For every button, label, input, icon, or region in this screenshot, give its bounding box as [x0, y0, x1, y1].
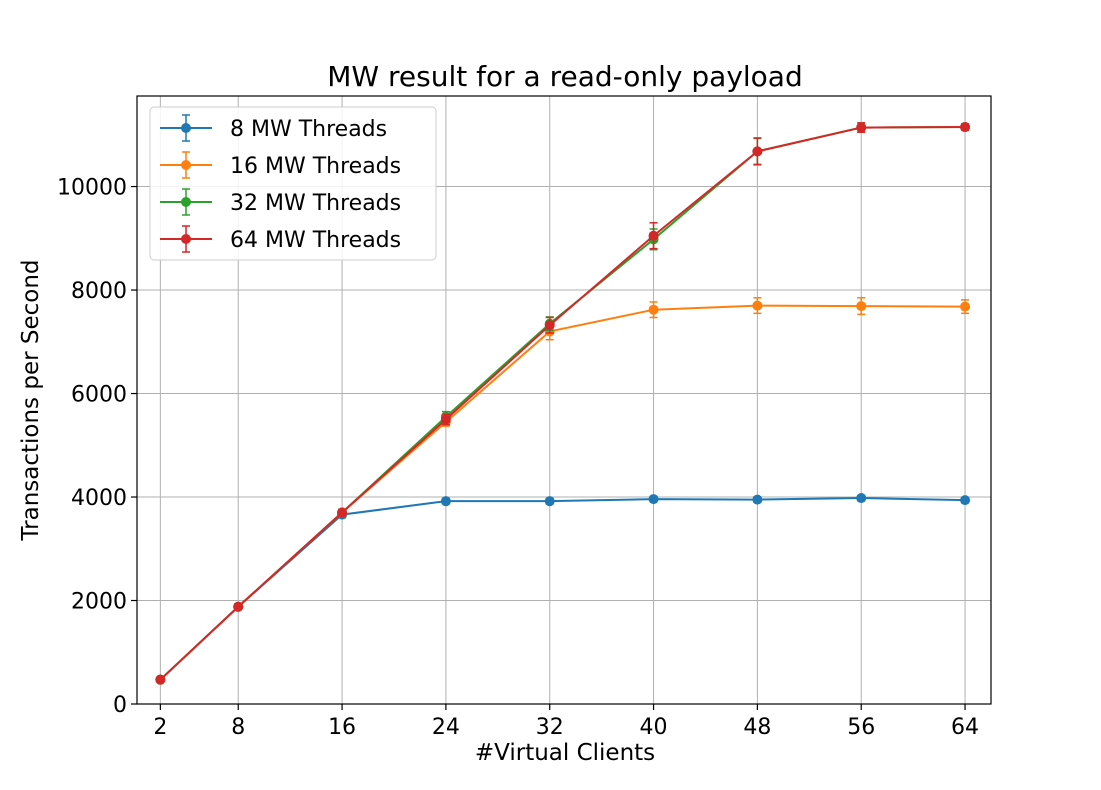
x-tick-label: 56 [847, 715, 875, 740]
y-tick-label: 8000 [71, 279, 127, 304]
legend-marker [181, 197, 191, 207]
data-point [960, 301, 971, 312]
data-point [856, 493, 867, 504]
legend-label: 64 MW Threads [230, 228, 401, 253]
data-point [648, 304, 659, 315]
legend-entries: 8 MW Threads 16 MW Threads 32 MW Threads 64… [160, 114, 401, 253]
legend-marker [181, 160, 191, 170]
x-tick-label: 24 [432, 715, 460, 740]
legend-entry: 8 MW Threads [160, 114, 387, 142]
y-tick-label: 4000 [71, 486, 127, 511]
x-tick-label: 64 [951, 715, 979, 740]
x-tick-label: 40 [640, 715, 668, 740]
data-point [337, 507, 348, 518]
y-tick-label: 2000 [71, 590, 127, 615]
data-point [233, 601, 244, 612]
y-axis-label: Transactions per Second [18, 259, 44, 541]
data-point [856, 301, 867, 312]
y-tick-label: 0 [113, 693, 127, 718]
x-tick-label: 48 [743, 715, 771, 740]
legend-label: 32 MW Threads [230, 191, 401, 216]
data-point [752, 300, 763, 311]
data-point [440, 496, 451, 507]
series-layer [155, 122, 971, 685]
data-point [544, 496, 555, 507]
legend-entry: 64 MW Threads [160, 225, 401, 253]
data-point [155, 674, 166, 685]
legend: 8 MW Threads 16 MW Threads 32 MW Threads 64… [149, 106, 437, 261]
y-tick-label: 6000 [71, 383, 127, 408]
series-4 [155, 122, 971, 685]
data-point [544, 320, 555, 331]
x-tick-label: 2 [153, 715, 167, 740]
data-point [648, 494, 659, 505]
x-tick-label: 8 [231, 715, 245, 740]
x-tick-label: 16 [328, 715, 356, 740]
legend-marker [181, 123, 191, 133]
data-point [856, 122, 867, 133]
data-point [752, 146, 763, 157]
x-tick-label: 32 [536, 715, 564, 740]
data-point [960, 495, 971, 506]
legend-entry: 32 MW Threads [160, 188, 401, 216]
data-point [440, 414, 451, 425]
y-tick-label: 10000 [57, 176, 127, 201]
axis-ticks: 2 8 16 24 32 40 48 56 64 0 2000 4000 6000 8000 10000 [57, 176, 979, 740]
legend-label: 8 MW Threads [230, 117, 387, 142]
data-point [960, 122, 971, 133]
legend-label: 16 MW Threads [230, 154, 401, 179]
x-axis-label: #Virtual Clients [475, 740, 655, 766]
legend-box [149, 106, 437, 261]
legend-entry: 16 MW Threads [160, 151, 401, 179]
plot-area-frame [136, 95, 992, 705]
data-point [752, 494, 763, 505]
legend-marker [181, 234, 191, 244]
chart-title: MW result for a read-only payload [327, 60, 802, 93]
data-point [648, 230, 659, 241]
